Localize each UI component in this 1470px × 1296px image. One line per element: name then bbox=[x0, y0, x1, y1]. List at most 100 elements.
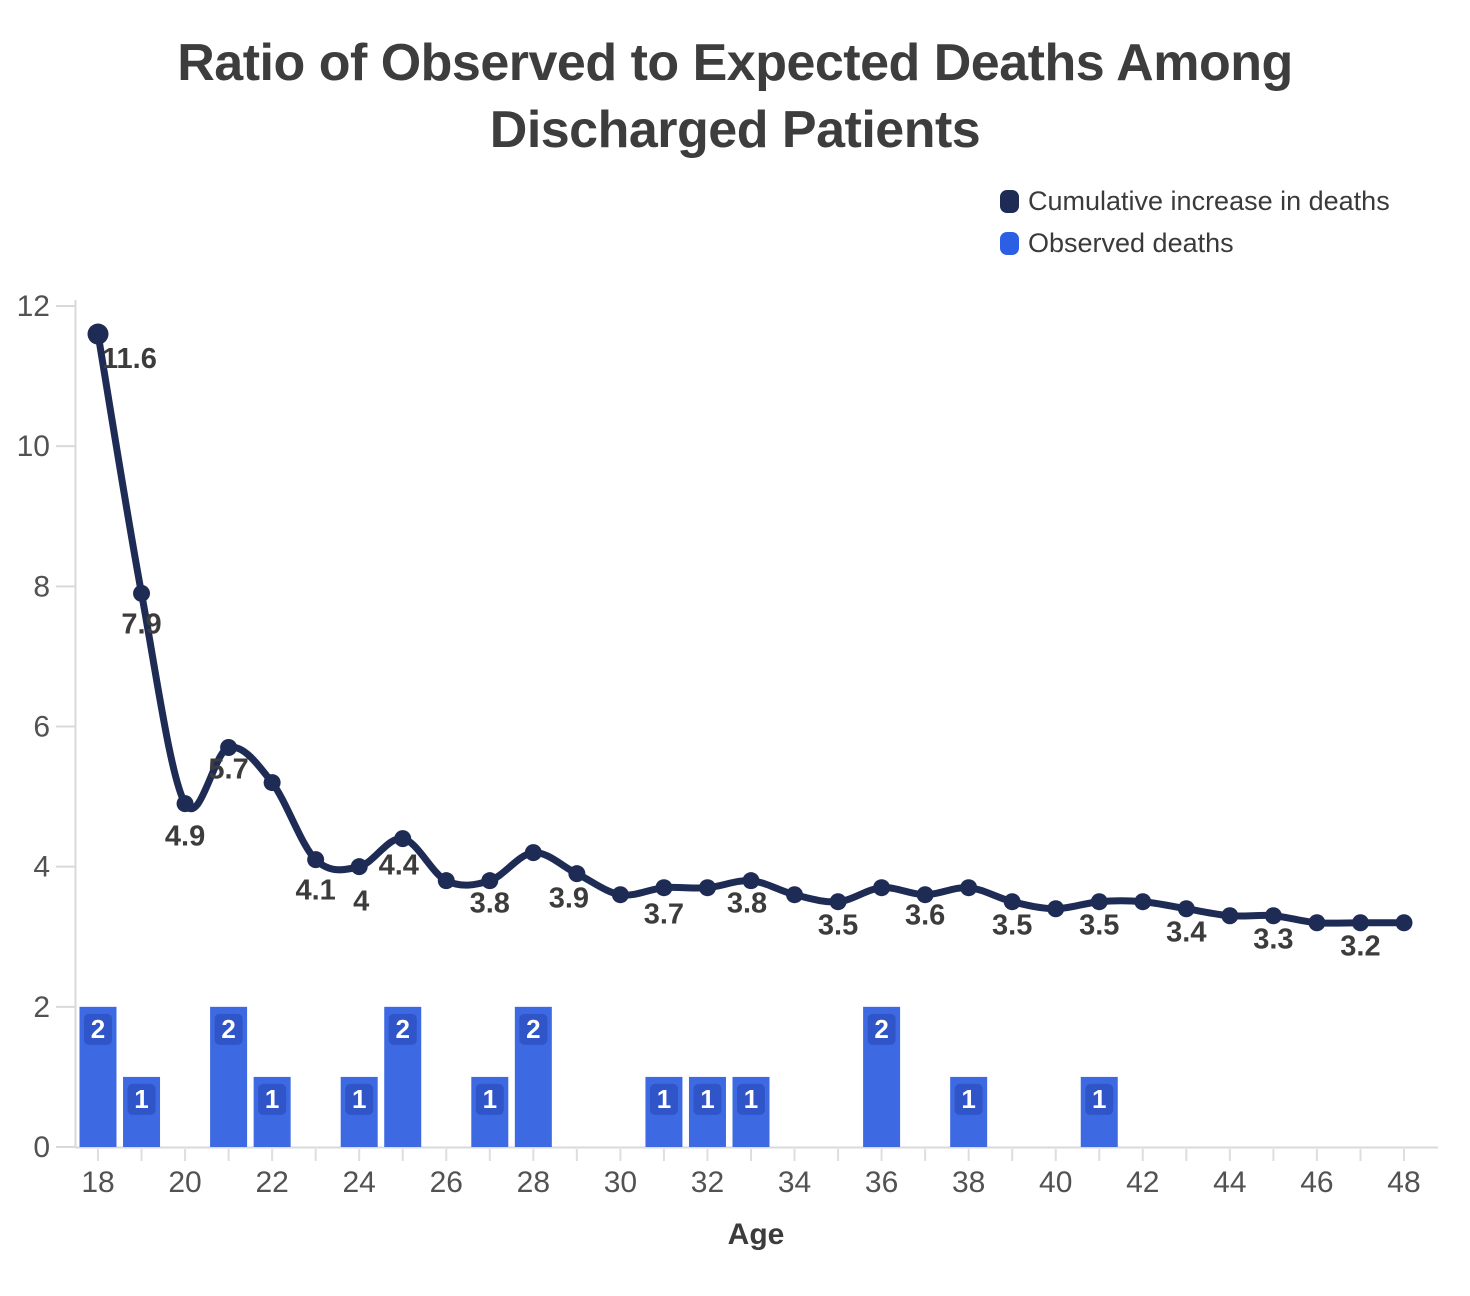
point-age-47 bbox=[1351, 914, 1369, 932]
x-tick-label: 22 bbox=[255, 1166, 288, 1199]
point-value-label: 3.6 bbox=[905, 900, 945, 932]
bar-label-badge bbox=[84, 1013, 112, 1045]
bar-value-label: 1 bbox=[961, 1084, 975, 1114]
point-value-label: 3.8 bbox=[727, 888, 767, 920]
x-tick-label: 38 bbox=[952, 1166, 985, 1199]
point-age-42 bbox=[1134, 893, 1152, 911]
point-age-36 bbox=[873, 879, 891, 897]
point-age-33 bbox=[742, 872, 760, 890]
x-tick-label: 28 bbox=[517, 1166, 550, 1199]
bar-label-badge bbox=[258, 1083, 287, 1115]
bar-value-label: 1 bbox=[1092, 1084, 1106, 1114]
point-value-label: 3.7 bbox=[644, 899, 684, 931]
point-age-43 bbox=[1177, 900, 1195, 918]
point-age-21 bbox=[220, 739, 238, 757]
point-value-label: 3.2 bbox=[1340, 931, 1380, 963]
point-age-45 bbox=[1264, 907, 1282, 925]
point-age-25 bbox=[394, 830, 412, 848]
legend-swatch-bar-icon bbox=[1000, 232, 1019, 255]
x-tick-label: 34 bbox=[778, 1166, 811, 1199]
legend-label-cumulative: Cumulative increase in deaths bbox=[1028, 186, 1390, 216]
bar-label-badge bbox=[736, 1083, 765, 1115]
y-tick-label: 2 bbox=[33, 991, 50, 1024]
bar-label-badge bbox=[867, 1013, 896, 1045]
point-value-label: 11.6 bbox=[102, 343, 157, 375]
point-age-38 bbox=[960, 879, 978, 897]
x-tick-label: 18 bbox=[81, 1166, 114, 1199]
x-tick-label: 30 bbox=[604, 1166, 637, 1199]
point-value-label: 3.9 bbox=[549, 883, 589, 915]
x-tick-label: 40 bbox=[1039, 1166, 1072, 1199]
y-tick-label: 0 bbox=[33, 1131, 50, 1164]
x-tick-label: 24 bbox=[343, 1166, 376, 1199]
bar-label-badge bbox=[388, 1013, 417, 1045]
legend: Cumulative increase in deaths Observed d… bbox=[1000, 186, 1390, 259]
bar-value-label: 2 bbox=[874, 1014, 888, 1044]
x-tick-label: 36 bbox=[865, 1166, 898, 1199]
point-value-label: 7.9 bbox=[121, 608, 161, 640]
point-labels: 11.6 7.9 4.9 5.7 4.1 4 4.4 3.8 3.9 3.7 3.8 3.5 3.6 3.… bbox=[102, 343, 1381, 963]
point-value-label: 4.4 bbox=[379, 850, 419, 882]
x-axis: 18 20 22 24 26 28 30 32 34 36 38 40 42 44 46 48 Age bbox=[75, 1146, 1438, 1251]
legend-swatch-line-icon bbox=[1000, 190, 1019, 213]
point-age-39 bbox=[1003, 893, 1021, 911]
x-tick-label: 48 bbox=[1387, 1166, 1420, 1199]
x-tick-label: 42 bbox=[1126, 1166, 1159, 1199]
y-tick-label: 6 bbox=[33, 711, 50, 744]
bar-value-label: 2 bbox=[526, 1014, 540, 1044]
point-value-label: 3.4 bbox=[1166, 917, 1206, 949]
bar-label-badge bbox=[693, 1083, 722, 1115]
point-age-19 bbox=[133, 584, 151, 602]
x-tick-label: 20 bbox=[168, 1166, 201, 1199]
line-series bbox=[87, 323, 1413, 932]
bar-value-label: 1 bbox=[657, 1084, 671, 1114]
bar-label-badge bbox=[475, 1083, 504, 1115]
legend-label-observed: Observed deaths bbox=[1028, 228, 1234, 258]
chart-title: Ratio of Observed to Expected Deaths Amo… bbox=[0, 30, 1470, 163]
point-age-27 bbox=[481, 872, 499, 890]
y-tick-label: 8 bbox=[33, 570, 50, 603]
bar-label-badge bbox=[1085, 1083, 1114, 1115]
point-age-28 bbox=[524, 844, 542, 862]
point-age-18 bbox=[87, 323, 109, 345]
bar-value-label: 2 bbox=[395, 1014, 409, 1044]
point-value-label: 3.5 bbox=[992, 910, 1032, 942]
point-age-32 bbox=[698, 879, 716, 897]
point-age-26 bbox=[437, 872, 455, 890]
x-tick-label: 32 bbox=[691, 1166, 724, 1199]
point-value-label: 3.8 bbox=[470, 888, 510, 920]
point-value-label: 3.5 bbox=[818, 910, 858, 942]
point-age-22 bbox=[263, 774, 281, 792]
point-age-30 bbox=[611, 886, 629, 904]
point-age-35 bbox=[829, 893, 847, 911]
point-age-44 bbox=[1221, 907, 1239, 925]
point-age-29 bbox=[568, 865, 586, 883]
x-tick-label: 46 bbox=[1300, 1166, 1333, 1199]
point-age-20 bbox=[176, 795, 194, 813]
point-age-46 bbox=[1308, 914, 1326, 932]
legend-item-observed: Observed deaths bbox=[1000, 228, 1390, 259]
point-age-40 bbox=[1047, 900, 1065, 918]
point-value-label: 3.5 bbox=[1079, 910, 1119, 942]
point-age-23 bbox=[307, 851, 325, 869]
point-value-label: 4 bbox=[353, 886, 369, 918]
point-value-label: 4.1 bbox=[296, 875, 336, 907]
legend-item-cumulative: Cumulative increase in deaths bbox=[1000, 186, 1390, 217]
chart-title-line2: Discharged Patients bbox=[489, 100, 981, 159]
y-tick-label: 12 bbox=[17, 290, 50, 323]
bar-value-label: 1 bbox=[134, 1084, 148, 1114]
y-tick-label: 4 bbox=[33, 851, 50, 884]
x-axis-title: Age bbox=[728, 1218, 785, 1251]
x-tick-label: 26 bbox=[430, 1166, 463, 1199]
point-age-24 bbox=[350, 858, 368, 876]
bar-value-label: 1 bbox=[265, 1084, 279, 1114]
point-age-37 bbox=[916, 886, 934, 904]
point-value-label: 3.3 bbox=[1253, 924, 1293, 956]
point-age-34 bbox=[786, 886, 804, 904]
bar-value-label: 1 bbox=[700, 1084, 714, 1114]
point-value-label: 5.7 bbox=[208, 754, 248, 786]
bar-value-label: 2 bbox=[91, 1014, 105, 1044]
